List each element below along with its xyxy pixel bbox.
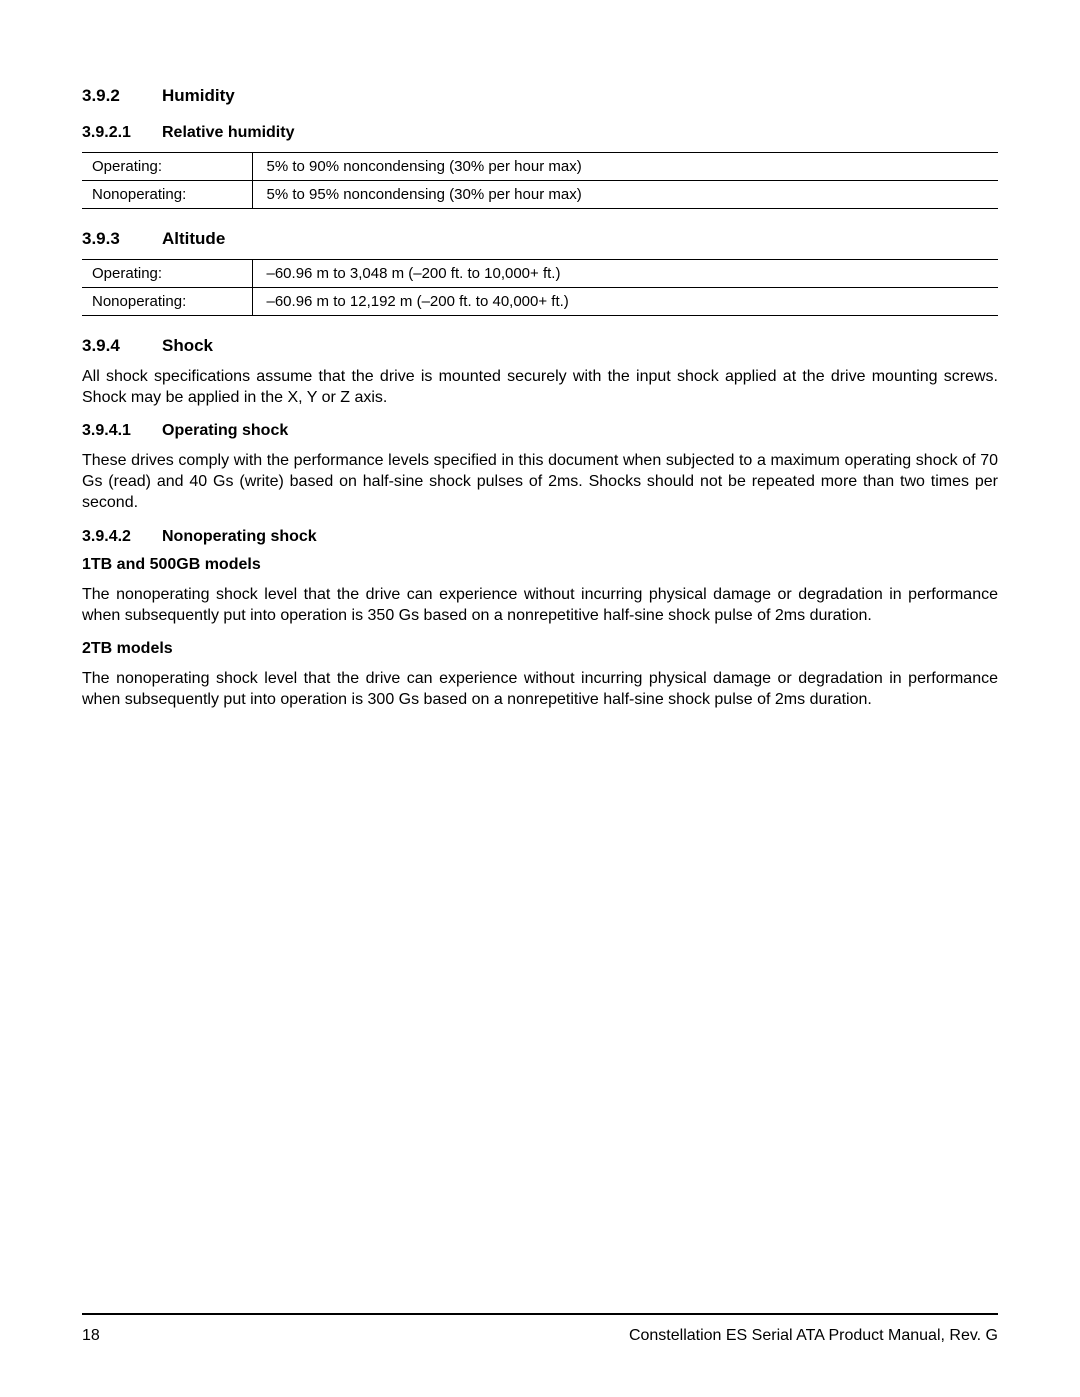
heading-relative-humidity: 3.9.2.1 Relative humidity: [82, 124, 998, 142]
heading-title: Operating shock: [162, 422, 288, 440]
heading-title: Humidity: [162, 86, 235, 106]
table-row: Nonoperating: 5% to 95% noncondensing (3…: [82, 181, 998, 209]
heading-altitude: 3.9.3 Altitude: [82, 229, 998, 249]
nonop-shock-sub1-paragraph: The nonoperating shock level that the dr…: [82, 584, 998, 626]
heading-number: 3.9.2.1: [82, 124, 162, 142]
spec-label: Operating:: [82, 153, 252, 181]
nonop-shock-sub1-title: 1TB and 500GB models: [82, 556, 998, 574]
page-number: 18: [82, 1327, 100, 1345]
heading-number: 3.9.4.1: [82, 422, 162, 440]
operating-shock-paragraph: These drives comply with the performance…: [82, 450, 998, 513]
heading-nonoperating-shock: 3.9.4.2 Nonoperating shock: [82, 528, 998, 546]
spec-label: Nonoperating:: [82, 181, 252, 209]
heading-title: Relative humidity: [162, 124, 294, 142]
table-row: Operating: –60.96 m to 3,048 m (–200 ft.…: [82, 260, 998, 288]
spec-label: Nonoperating:: [82, 288, 252, 316]
spec-value: 5% to 90% noncondensing (30% per hour ma…: [252, 153, 998, 181]
spec-label: Operating:: [82, 260, 252, 288]
page-footer: 18 Constellation ES Serial ATA Product M…: [82, 1313, 998, 1345]
heading-number: 3.9.4.2: [82, 528, 162, 546]
spec-value: –60.96 m to 12,192 m (–200 ft. to 40,000…: [252, 288, 998, 316]
heading-number: 3.9.4: [82, 336, 162, 356]
heading-number: 3.9.3: [82, 229, 162, 249]
heading-number: 3.9.2: [82, 86, 162, 106]
relative-humidity-table: Operating: 5% to 90% noncondensing (30% …: [82, 152, 998, 209]
nonop-shock-sub2-paragraph: The nonoperating shock level that the dr…: [82, 668, 998, 710]
spec-value: 5% to 95% noncondensing (30% per hour ma…: [252, 181, 998, 209]
spec-value: –60.96 m to 3,048 m (–200 ft. to 10,000+…: [252, 260, 998, 288]
heading-title: Altitude: [162, 229, 225, 249]
altitude-table: Operating: –60.96 m to 3,048 m (–200 ft.…: [82, 259, 998, 316]
heading-humidity: 3.9.2 Humidity: [82, 86, 998, 106]
heading-title: Shock: [162, 336, 213, 356]
heading-shock: 3.9.4 Shock: [82, 336, 998, 356]
table-row: Nonoperating: –60.96 m to 12,192 m (–200…: [82, 288, 998, 316]
shock-intro-paragraph: All shock specifications assume that the…: [82, 366, 998, 408]
nonop-shock-sub2-title: 2TB models: [82, 640, 998, 658]
heading-operating-shock: 3.9.4.1 Operating shock: [82, 422, 998, 440]
heading-title: Nonoperating shock: [162, 528, 317, 546]
document-title: Constellation ES Serial ATA Product Manu…: [629, 1327, 998, 1345]
table-row: Operating: 5% to 90% noncondensing (30% …: [82, 153, 998, 181]
